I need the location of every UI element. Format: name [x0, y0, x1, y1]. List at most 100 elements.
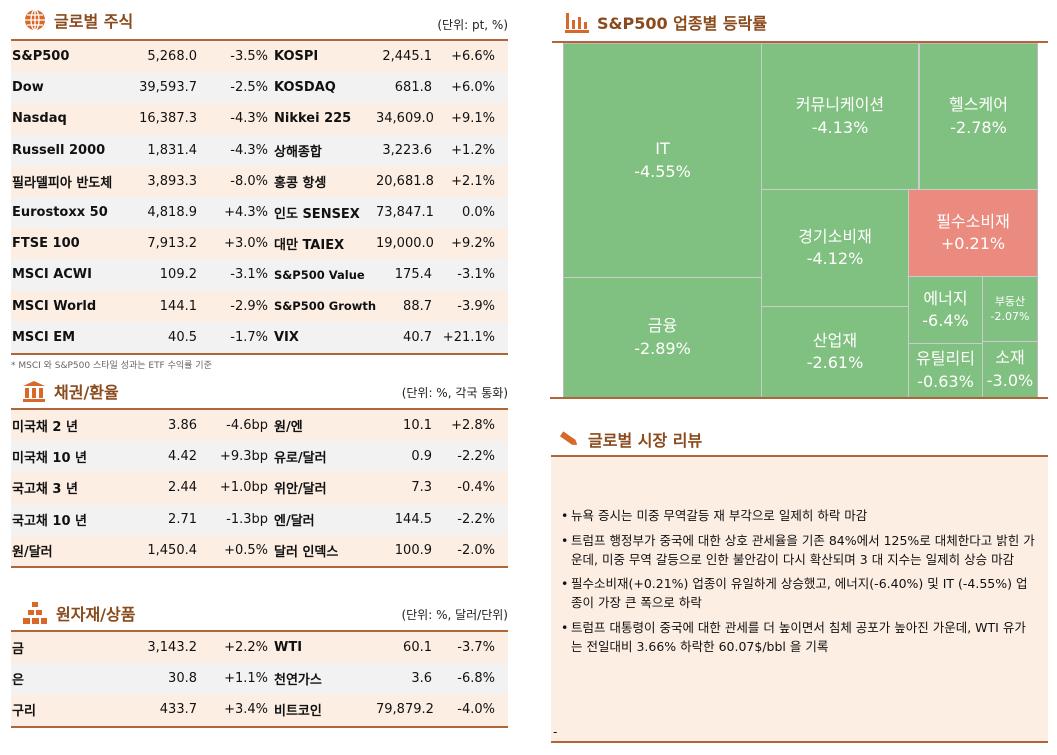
item-name: 천연가스 [274, 673, 322, 689]
table-row: 필라델피아 반도체 3,893.3 -8.0% 홍콩 항셍 20,681.8 +2.1% [11, 165, 508, 197]
item-name: KOSPI [274, 49, 319, 65]
table-row: MSCI ACWI 109.2 -3.1% S&P500 Value 175.4 -3.1… [11, 259, 508, 291]
item-name: 원/달러 [12, 544, 53, 560]
item-change: 0.0% [461, 205, 495, 221]
item-name: 필라델피아 반도체 [12, 175, 113, 191]
sector-change: +0.21% [940, 234, 1006, 253]
item-value: 3.6 [411, 671, 432, 687]
item-value: 79,879.2 [376, 702, 434, 718]
sector-cell: 커뮤니케이션 -4.13% [762, 44, 918, 189]
sector-name: 헬스케어 [949, 95, 1008, 115]
sector-cell: 에너지 -6.4% [909, 277, 982, 343]
item-change: -1.3bp [226, 511, 268, 527]
item-value: 4,818.9 [147, 205, 197, 221]
item-change: +2.2% [224, 640, 268, 656]
item-change: +0.5% [224, 542, 268, 558]
sector-change: -2.61% [806, 353, 864, 372]
item-value: 2.44 [168, 480, 197, 496]
item-value: 40.7 [403, 329, 432, 345]
item-value: 144.5 [394, 511, 432, 527]
item-name: 대만 TAIEX [274, 238, 345, 254]
item-value: 175.4 [394, 267, 432, 283]
item-change: +9.2% [451, 236, 495, 252]
sector-cell: 부동산 -2.07% [983, 277, 1037, 341]
table-row: 미국채 10 년 4.42 +9.3bp 유로/달러 0.9 -2.2% [11, 441, 508, 473]
item-value: 60.1 [403, 640, 432, 656]
review-header: 글로벌 시장 리뷰 [558, 427, 702, 451]
item-value: 4.42 [168, 449, 197, 465]
table-row: FTSE 100 7,913.2 +3.0% 대만 TAIEX 19,000.0 +9.2… [11, 228, 508, 260]
item-name: VIX [274, 329, 299, 345]
item-value: 1,450.4 [147, 542, 197, 558]
item-value: 7.3 [411, 480, 432, 496]
section-title: 원자재/상품 [56, 605, 136, 624]
item-change: +1.1% [224, 671, 268, 687]
section-title: 글로벌 시장 리뷰 [588, 431, 703, 450]
item-name: 국고채 10 년 [12, 513, 87, 529]
divider [552, 41, 1048, 43]
item-change: -2.2% [457, 449, 495, 465]
item-name: MSCI EM [12, 329, 76, 345]
item-name: MSCI World [12, 298, 97, 314]
sector-name: 에너지 [923, 288, 968, 308]
item-change: +3.4% [224, 702, 268, 718]
item-name: S&P500 [12, 49, 70, 65]
item-change: -4.6bp [226, 418, 268, 434]
table-row: 원/달러 1,450.4 +0.5% 달러 인덱스 100.9 -2.0% [11, 534, 508, 566]
table-row: S&P500 5,268.0 -3.5% KOSPI 2,445.1 +6.6% [11, 41, 508, 73]
item-name: 인도 SENSEX [274, 207, 360, 223]
item-name: S&P500 Growth [274, 299, 377, 314]
sector-change: -2.07% [990, 310, 1030, 323]
sector-name: 금융 [647, 316, 678, 336]
sector-name: 필수소비재 [936, 211, 1010, 231]
item-name: Dow [12, 80, 44, 96]
item-name: 위안/달러 [274, 482, 327, 498]
item-value: 39,593.7 [139, 80, 197, 96]
item-value: 20,681.8 [376, 173, 434, 189]
sector-change: -4.13% [811, 117, 869, 137]
global-equity-table: S&P500 5,268.0 -3.5% KOSPI 2,445.1 +6.6% Dow 39… [11, 39, 508, 355]
review-bullet: 트럼프 대통령이 중국에 대한 관세를 더 높이면서 침체 공포가 높아진 가운… [561, 619, 1036, 657]
item-name: 원/엔 [274, 420, 303, 436]
sector-change: -4.12% [806, 249, 864, 268]
item-value: 3.86 [168, 418, 197, 434]
sector-name: 부동산 [994, 294, 1026, 308]
item-value: 3,223.6 [382, 142, 432, 158]
bar-chart-icon [565, 13, 589, 33]
item-value: 433.7 [159, 702, 197, 718]
item-name: 유로/달러 [274, 451, 327, 467]
item-change: +9.1% [451, 111, 495, 127]
item-name: MSCI ACWI [12, 267, 92, 283]
table-row: 미국채 2 년 3.86 -4.6bp 원/엔 10.1 +2.8% [11, 410, 508, 442]
table-row: MSCI EM 40.5 -1.7% VIX 40.7 +21.1% [11, 321, 508, 353]
sector-name: 경기소비재 [798, 226, 872, 246]
item-value: 30.8 [168, 671, 197, 687]
bonds-fx-table: 미국채 2 년 3.86 -4.6bp 원/엔 10.1 +2.8% 미국채 10 년 4.4… [11, 408, 508, 568]
item-value: 73,847.1 [376, 205, 434, 221]
sector-cell: 소재 -3.0% [983, 342, 1037, 397]
item-change: +3.0% [224, 236, 268, 252]
item-value: 2.71 [168, 511, 197, 527]
sector-name: IT [655, 139, 670, 159]
sector-cell: 산업재 -2.61% [762, 307, 908, 397]
sector-treemap: IT -4.55% 금융 -2.89% 커뮤니케이션 -4.13% 헬스케어 -2.78% 경기… [563, 43, 1038, 397]
sector-cell: 필수소비재 +0.21% [909, 190, 1037, 276]
market-review-box: 뉴욕 증시는 미중 무역갈등 재 부각으로 일제히 하락 마감트럼프 행정부가 … [551, 455, 1048, 743]
item-change: -4.0% [457, 702, 495, 718]
section-title: 채권/환율 [54, 383, 119, 402]
section-title: S&P500 업종별 등락률 [597, 14, 768, 33]
item-change: +2.8% [451, 418, 495, 434]
item-value: 10.1 [403, 418, 432, 434]
review-bullet: 트럼프 행정부가 중국에 대한 상호 관세율을 기존 84%에서 125%로 대… [561, 532, 1036, 570]
item-value: 0.9 [411, 449, 432, 465]
item-change: -2.9% [230, 298, 268, 314]
item-value: 7,913.2 [147, 236, 197, 252]
global-equity-header: 글로벌 주식 [24, 8, 133, 32]
sector-change: -4.55% [634, 161, 691, 181]
sector-cell: 경기소비재 -4.12% [762, 190, 908, 306]
sector-name: 커뮤니케이션 [795, 95, 885, 115]
item-value: 5,268.0 [147, 49, 197, 65]
table-row: Russell 2000 1,831.4 -4.3% 상해종합 3,223.6 +1.2% [11, 134, 508, 166]
item-name: Nikkei 225 [274, 111, 352, 127]
item-value: 40.5 [168, 329, 197, 345]
